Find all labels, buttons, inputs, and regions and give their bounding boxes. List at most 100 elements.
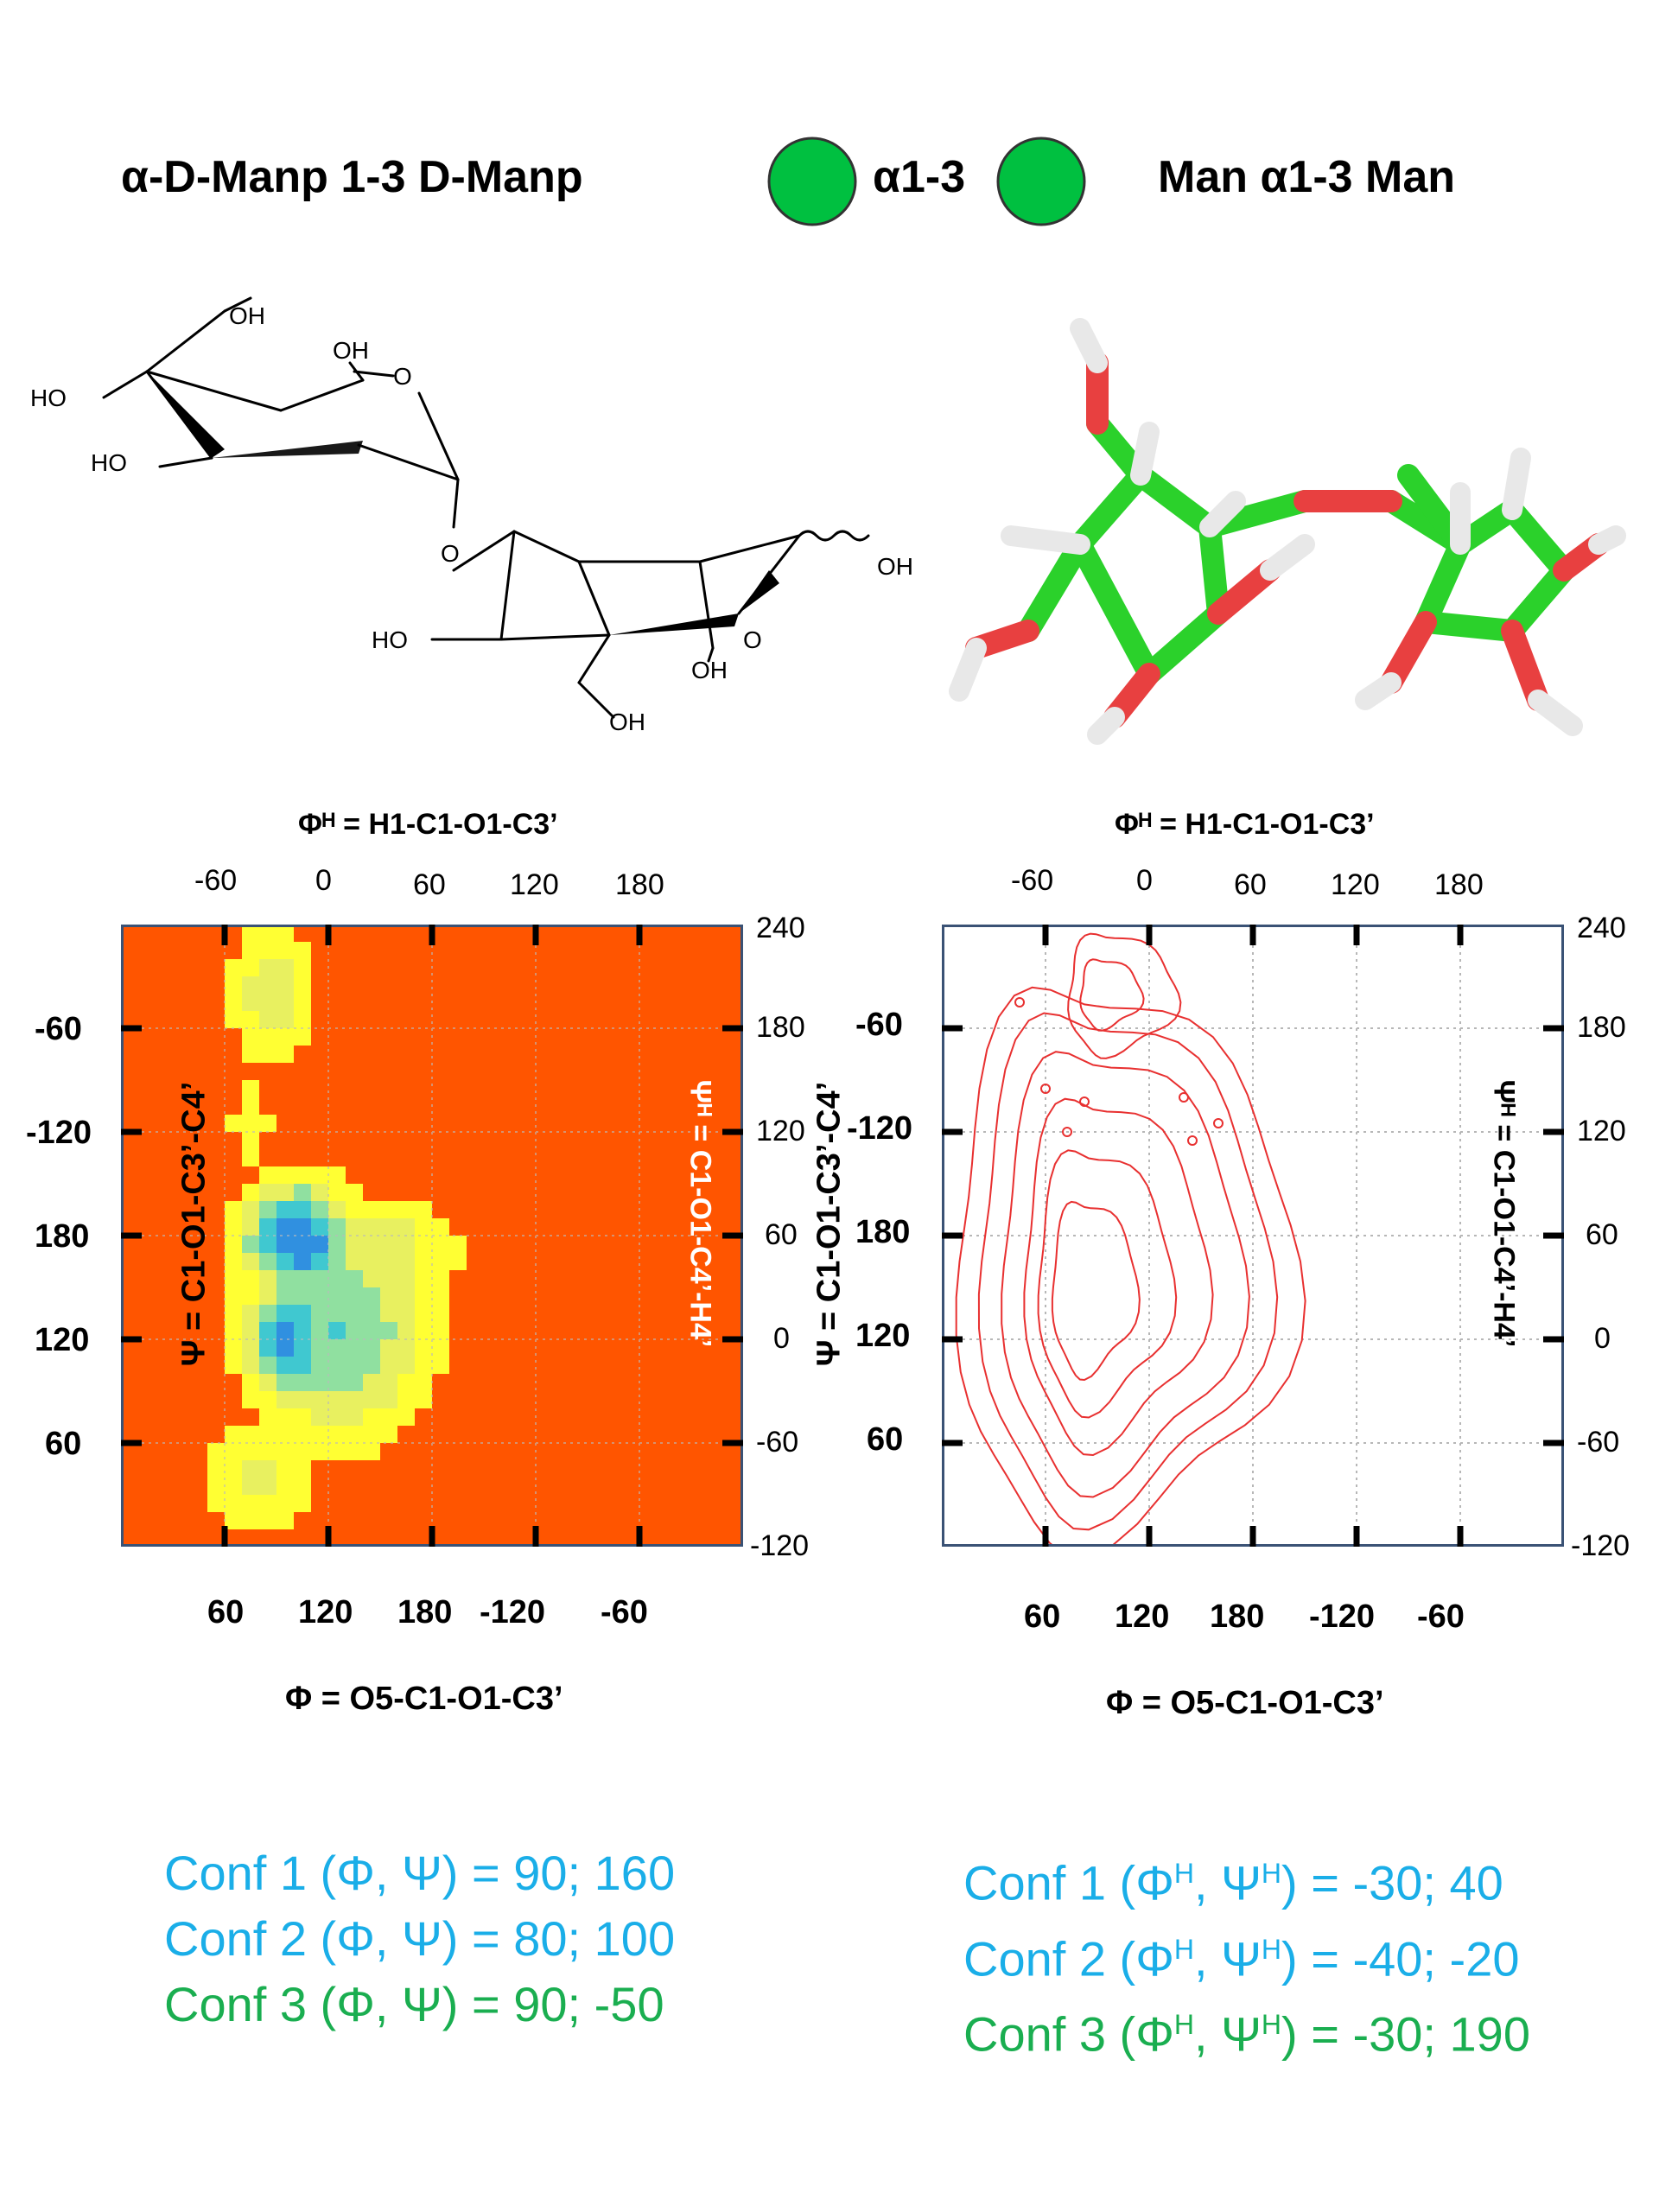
heatmap-cell <box>397 1443 415 1460</box>
heatmap-cell <box>311 1339 328 1357</box>
heatmap-cell <box>242 1339 259 1357</box>
heatmap-cell <box>311 1270 328 1287</box>
heatmap-cell <box>328 1201 346 1218</box>
heatmap-cell <box>225 1357 242 1374</box>
heatmap-cell <box>259 1408 276 1426</box>
heatmap-cell <box>363 1443 380 1460</box>
heatmap-cell <box>397 1184 415 1201</box>
heatmap-cell <box>311 1495 328 1512</box>
contour-line <box>1037 1149 1178 1419</box>
heatmap-cell <box>294 1184 311 1201</box>
heatmap-cell <box>415 1184 432 1201</box>
heatmap-cell <box>397 1408 415 1426</box>
heatmap-cell <box>259 942 276 959</box>
heatmap-cell <box>225 1478 242 1495</box>
heatmap-cell <box>397 1357 415 1374</box>
heatmap-cell <box>415 1253 432 1270</box>
heatmap-cell <box>259 1512 276 1529</box>
heatmap-cell <box>432 1253 449 1270</box>
heatmap-cell <box>225 1184 242 1201</box>
conf-line: Conf 3 (Φ, Ψ) = 90; -50 <box>164 1977 664 2031</box>
right-right-tick: 0 <box>1594 1322 1611 1355</box>
heatmap-cell <box>242 1080 259 1097</box>
conf-line: Conf 1 (Φ, Ψ) = 90; 160 <box>164 1846 676 1900</box>
heatmap-cell <box>225 1253 242 1270</box>
heatmap-cell <box>380 1184 397 1201</box>
heatmap-cell <box>380 1322 397 1339</box>
heatmap-cell <box>242 1063 259 1080</box>
heatmap-cell <box>259 1443 276 1460</box>
right-bottom-tick: -120 <box>1309 1599 1376 1635</box>
heatmap-cell <box>259 1305 276 1322</box>
heatmap-cell <box>242 1357 259 1374</box>
heatmap-cell <box>207 1460 225 1478</box>
heatmap-cell <box>363 1322 380 1339</box>
heatmap-cell <box>380 1426 397 1443</box>
heatmap-cell <box>294 1339 311 1357</box>
heatmap-cell <box>449 1270 467 1287</box>
heatmap-cell <box>328 1460 346 1478</box>
heatmap-cell <box>276 942 294 959</box>
heatmap-cell <box>449 1339 467 1357</box>
heatmap-cell <box>363 1287 380 1305</box>
left-top-tick: -60 <box>194 864 238 897</box>
heatmap-cell <box>346 1166 363 1184</box>
left-psi-axis-title: Ψ = C1-O1-C3’-C4’ <box>175 1081 213 1367</box>
heatmap-cell <box>432 1184 449 1201</box>
linkage-label: α1-3 <box>873 152 966 202</box>
heatmap-cell <box>276 959 294 976</box>
heatmap-cell <box>207 1478 225 1495</box>
heatmap-cell <box>242 959 259 976</box>
heatmap-cell <box>311 1460 328 1478</box>
heatmap-cell <box>449 1305 467 1322</box>
heatmap-cell <box>363 1305 380 1322</box>
residue-circle-left-icon <box>767 137 857 226</box>
heatmap-cell <box>380 1408 397 1426</box>
heatmap-cell <box>276 1028 294 1046</box>
heatmap-cell <box>259 1097 276 1115</box>
heatmap-cell <box>225 1011 242 1028</box>
heatmap-cell <box>397 1253 415 1270</box>
heatmap-cell <box>207 1443 225 1460</box>
heatmap-cell <box>276 1357 294 1374</box>
heatmap-cell <box>276 1253 294 1270</box>
contour-line <box>1001 1051 1250 1498</box>
heatmap-cell <box>225 976 242 994</box>
heatmap-cell <box>328 1391 346 1408</box>
heatmap-cell <box>346 1218 363 1236</box>
heatmap-cell <box>276 1236 294 1253</box>
heatmap-cell <box>311 1166 328 1184</box>
heatmap-cell <box>346 1236 363 1253</box>
heatmap-cell <box>311 1426 328 1443</box>
heatmap-cell <box>242 1460 259 1478</box>
heatmap-cell <box>415 1322 432 1339</box>
heatmap-cell <box>294 1426 311 1443</box>
right-bottom-tick: 120 <box>1115 1599 1170 1635</box>
o-label: O <box>393 363 412 390</box>
heatmap-cell <box>432 1391 449 1408</box>
right-bottom-tick: 180 <box>1210 1599 1265 1635</box>
heatmap-cell <box>259 994 276 1011</box>
heatmap-cell <box>276 1287 294 1305</box>
heatmap-cell <box>294 994 311 1011</box>
heatmap-cell <box>225 1115 242 1132</box>
heatmap-cell <box>207 1270 225 1287</box>
heatmap-cell <box>311 959 328 976</box>
heatmap-cell <box>259 1149 276 1166</box>
heatmap-cell <box>294 1201 311 1218</box>
heatmap-cell <box>294 1287 311 1305</box>
contour-line <box>955 986 1306 1547</box>
heatmap-cell <box>415 1287 432 1305</box>
heatmap-cell <box>397 1391 415 1408</box>
heatmap-cell <box>276 994 294 1011</box>
heatmap-cell <box>242 1529 259 1547</box>
heatmap-cell <box>294 942 311 959</box>
heatmap-cell <box>311 1391 328 1408</box>
heatmap-cell <box>259 1063 276 1080</box>
heatmap-cell <box>276 1270 294 1287</box>
heatmap-cell <box>259 1028 276 1046</box>
heatmap-cell <box>225 942 242 959</box>
heatmap-cell <box>190 1495 207 1512</box>
heatmap-cell <box>242 1322 259 1339</box>
heatmap-cell <box>432 1201 449 1218</box>
